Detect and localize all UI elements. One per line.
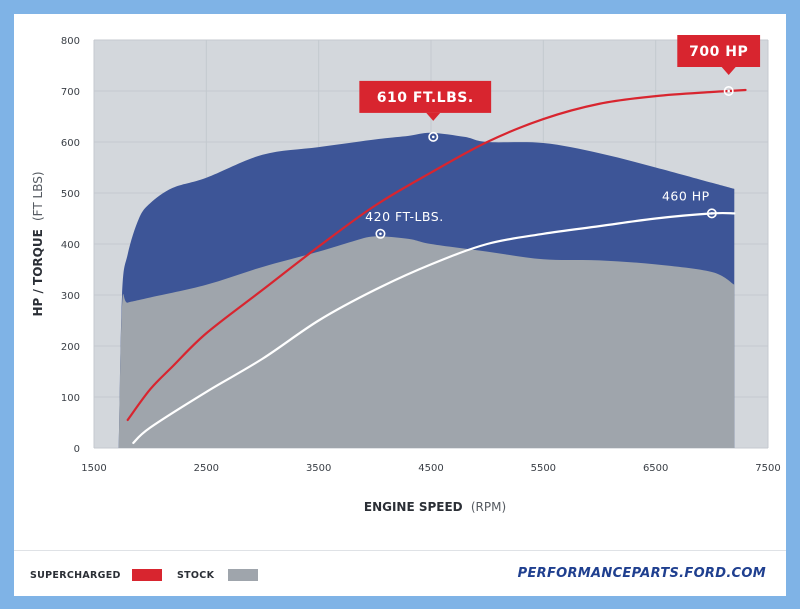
horsepower-lines <box>126 88 747 444</box>
data-marker <box>428 131 439 142</box>
y-axis-title: HP / TORQUE (FT LBS) <box>31 171 45 316</box>
annotation-label: 460 HP <box>662 188 710 203</box>
torque-areas <box>118 132 735 449</box>
chart-svg: 0 100 200 300 400 500 600 700 800 1500 2500 3500 450… <box>31 35 781 514</box>
y-tick-label: 400 <box>61 240 80 251</box>
annotation-label: 420 FT-LBS. <box>365 209 444 224</box>
legend-label-supercharged: SUPERCHARGED <box>30 570 121 581</box>
data-marker-dot <box>431 135 435 139</box>
chart-frame: 0 100 200 300 400 500 600 700 800 1500 2500 3500 450… <box>14 14 786 596</box>
x-tick-label: 7500 <box>755 463 780 474</box>
data-marker-dot <box>379 232 382 236</box>
callout-box <box>359 80 492 113</box>
callout-box <box>677 35 761 67</box>
callout-pointer <box>426 112 441 121</box>
axis-ticks: 0 100 200 300 400 500 600 700 800 1500 2500 3500 450… <box>61 36 781 474</box>
y-tick-label: 600 <box>61 138 80 149</box>
x-axis-title-unit: (RPM) <box>471 500 506 514</box>
y-tick-label: 300 <box>61 291 80 302</box>
annotations: 610 FT.LBS. 700 HP 420 FT-LBS. 460 HP <box>359 35 761 239</box>
x-axis-title-main: ENGINE SPEED <box>364 500 463 514</box>
callout-pointer <box>721 67 736 75</box>
brand-url: PERFORMANCEPARTS.FORD.COM <box>517 566 766 581</box>
supercharged-horsepower-line <box>126 88 747 422</box>
x-tick-label: 1500 <box>81 463 106 474</box>
y-tick-label: 200 <box>61 342 80 353</box>
y-tick-label: 700 <box>61 87 80 98</box>
legend-bar: SUPERCHARGED STOCK PERFORMANCEPARTS.FORD… <box>14 550 786 596</box>
x-tick-label: 3500 <box>306 463 331 474</box>
y-axis-title-main: HP / TORQUE <box>31 229 45 316</box>
data-marker <box>375 228 386 239</box>
data-marker-dot <box>710 212 714 215</box>
stock-torque-area <box>118 236 735 448</box>
x-tick-label: 6500 <box>643 463 668 474</box>
data-marker <box>723 86 734 97</box>
legend-swatch-stock <box>228 569 258 581</box>
data-marker-dot <box>727 89 730 93</box>
x-tick-label: 4500 <box>418 463 443 474</box>
callout-label: 610 FT.LBS. <box>377 90 474 106</box>
y-tick-label: 500 <box>61 189 80 200</box>
callout-label: 700 HP <box>689 44 748 60</box>
legend-label-stock: STOCK <box>177 570 215 581</box>
x-tick-label: 2500 <box>194 463 219 474</box>
stock-horsepower-line <box>132 211 736 444</box>
y-tick-label: 100 <box>61 393 80 404</box>
x-tick-label: 5500 <box>531 463 556 474</box>
legend-swatch-supercharged <box>132 569 162 581</box>
x-axis-title: ENGINE SPEED (RPM) <box>364 500 506 514</box>
y-axis-title-unit: (FT LBS) <box>31 171 45 221</box>
y-tick-label: 800 <box>61 36 80 47</box>
y-tick-label: 0 <box>74 444 80 455</box>
data-marker <box>706 208 717 219</box>
